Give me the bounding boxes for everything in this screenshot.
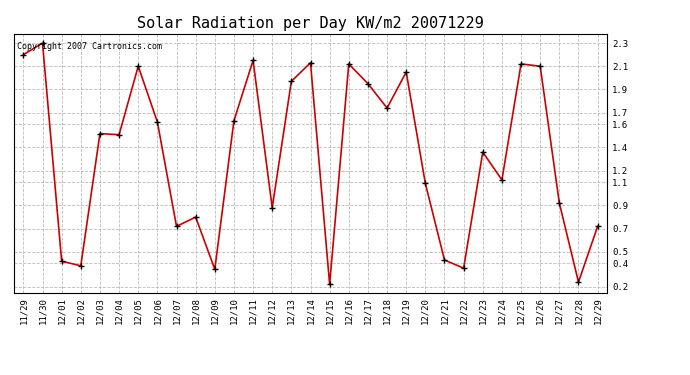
- Title: Solar Radiation per Day KW/m2 20071229: Solar Radiation per Day KW/m2 20071229: [137, 16, 484, 31]
- Text: Copyright 2007 Cartronics.com: Copyright 2007 Cartronics.com: [17, 42, 161, 51]
